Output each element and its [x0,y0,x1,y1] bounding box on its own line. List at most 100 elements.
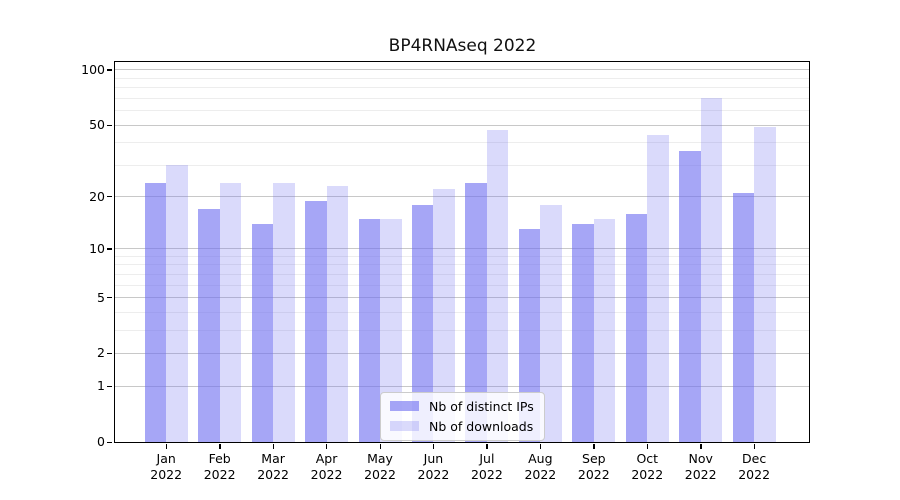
x-tick-month: Jun [423,451,444,466]
x-tick-month: May [367,451,393,466]
x-tick-label: Nov 2022 [669,451,733,483]
major-gridline [115,124,809,126]
y-tick [107,385,112,388]
minor-gridline [115,284,809,286]
minor-gridline [115,255,809,257]
bar-distinct-ips-oct [625,213,648,442]
bar-distinct-ips-may [358,218,380,442]
x-tick [593,443,595,449]
bar-distinct-ips-jul [465,182,487,442]
legend: Nb of distinct IPs Nb of downloads [380,392,545,441]
x-tick-year: 2022 [470,467,503,482]
minor-gridline [115,273,809,275]
x-tick-month: Sep [582,451,606,466]
bar-distinct-ips-mar [251,223,274,442]
y-tick-label: 50 [89,117,105,133]
x-tick [272,443,274,449]
x-tick-label: Jun 2022 [401,451,465,483]
x-tick-year: 2022 [577,467,610,482]
bar-distinct-ips-nov [679,150,701,442]
x-tick-month: Dec [742,451,767,466]
x-tick-month: Jul [479,451,495,466]
x-tick-month: Mar [261,451,285,466]
x-tick-label: Aug 2022 [508,451,572,483]
y-tick-label: 1 [97,378,105,394]
x-tick-month: Apr [315,451,338,466]
x-tick-year: 2022 [738,467,771,482]
x-tick [165,443,168,449]
bar-downloads-nov [700,98,723,442]
x-tick-label: Feb 2022 [188,451,252,483]
y-tick-label: 10 [89,240,105,256]
y-tick [107,196,112,198]
minor-gridline [115,87,809,89]
major-gridline [115,385,809,387]
x-tick [432,443,435,449]
minor-gridline [115,77,809,79]
bar-distinct-ips-apr [305,200,327,442]
x-tick-label: Dec 2022 [722,451,786,483]
x-tick-year: 2022 [364,467,396,482]
x-tick [646,443,649,449]
bar-downloads-oct [647,135,669,442]
bar-distinct-ips-jun [411,204,434,442]
x-tick-month: Jan [156,451,176,466]
minor-gridline [115,97,809,99]
x-tick-label: Mar 2022 [241,451,305,483]
y-tick [107,297,112,299]
x-tick [700,443,702,449]
major-gridline [115,248,809,250]
y-tick-label: 2 [97,345,105,361]
x-tick-year: 2022 [203,467,236,482]
x-tick-label: Jan 2022 [134,451,198,483]
major-gridline [115,69,809,71]
bar-downloads-aug [540,204,562,442]
x-tick-label: Jul 2022 [455,451,519,483]
y-tick [107,124,112,126]
x-tick-month: Oct [636,451,659,466]
bar-downloads-mar [273,182,295,442]
minor-gridline [115,142,809,144]
minor-gridline [115,110,809,112]
x-tick [219,443,221,449]
bar-downloads-feb [219,182,242,442]
bar-distinct-ips-dec [732,192,755,442]
y-tick-label: 20 [89,188,105,204]
bar-downloads-jan [166,165,188,442]
chart-title: BP4RNAseq 2022 [388,36,537,56]
x-tick-year: 2022 [417,467,450,482]
bar-downloads-jun [433,189,455,442]
legend-label: Nb of downloads [429,418,534,434]
bar-downloads-apr [326,185,349,442]
x-tick-month: Feb [208,451,231,466]
y-tick-label: 5 [97,289,105,305]
major-gridline [115,352,809,354]
bar-distinct-ips-sep [572,223,594,442]
x-tick [326,443,328,449]
x-tick-month: Aug [528,451,553,466]
x-tick-year: 2022 [257,467,289,482]
legend-entry-distinct-ips: Nb of distinct IPs [390,398,534,414]
legend-label: Nb of distinct IPs [429,398,534,414]
minor-gridline [115,264,809,266]
x-tick-month: Nov [688,451,713,466]
x-tick-label: Oct 2022 [615,451,679,483]
bar-downloads-may [380,218,402,442]
y-tick [107,69,112,71]
major-gridline [115,196,809,198]
y-tick [107,441,112,443]
x-tick-year: 2022 [150,467,183,482]
x-tick [379,443,381,449]
x-tick-year: 2022 [524,467,557,482]
x-tick [539,443,542,449]
x-tick-label: Sep 2022 [562,451,626,483]
bar-distinct-ips-aug [518,229,541,442]
minor-gridline [115,329,809,331]
bar-downloads-dec [754,126,776,442]
y-tick [107,248,112,250]
minor-gridline [115,164,809,166]
y-tick [107,352,112,355]
plot-area: 0 1 2 5 10 20 50 100 Jan 2022 Feb 2022 Mar 2022 Apr 202… [81,61,810,482]
legend-entry-downloads: Nb of downloads [390,418,534,434]
